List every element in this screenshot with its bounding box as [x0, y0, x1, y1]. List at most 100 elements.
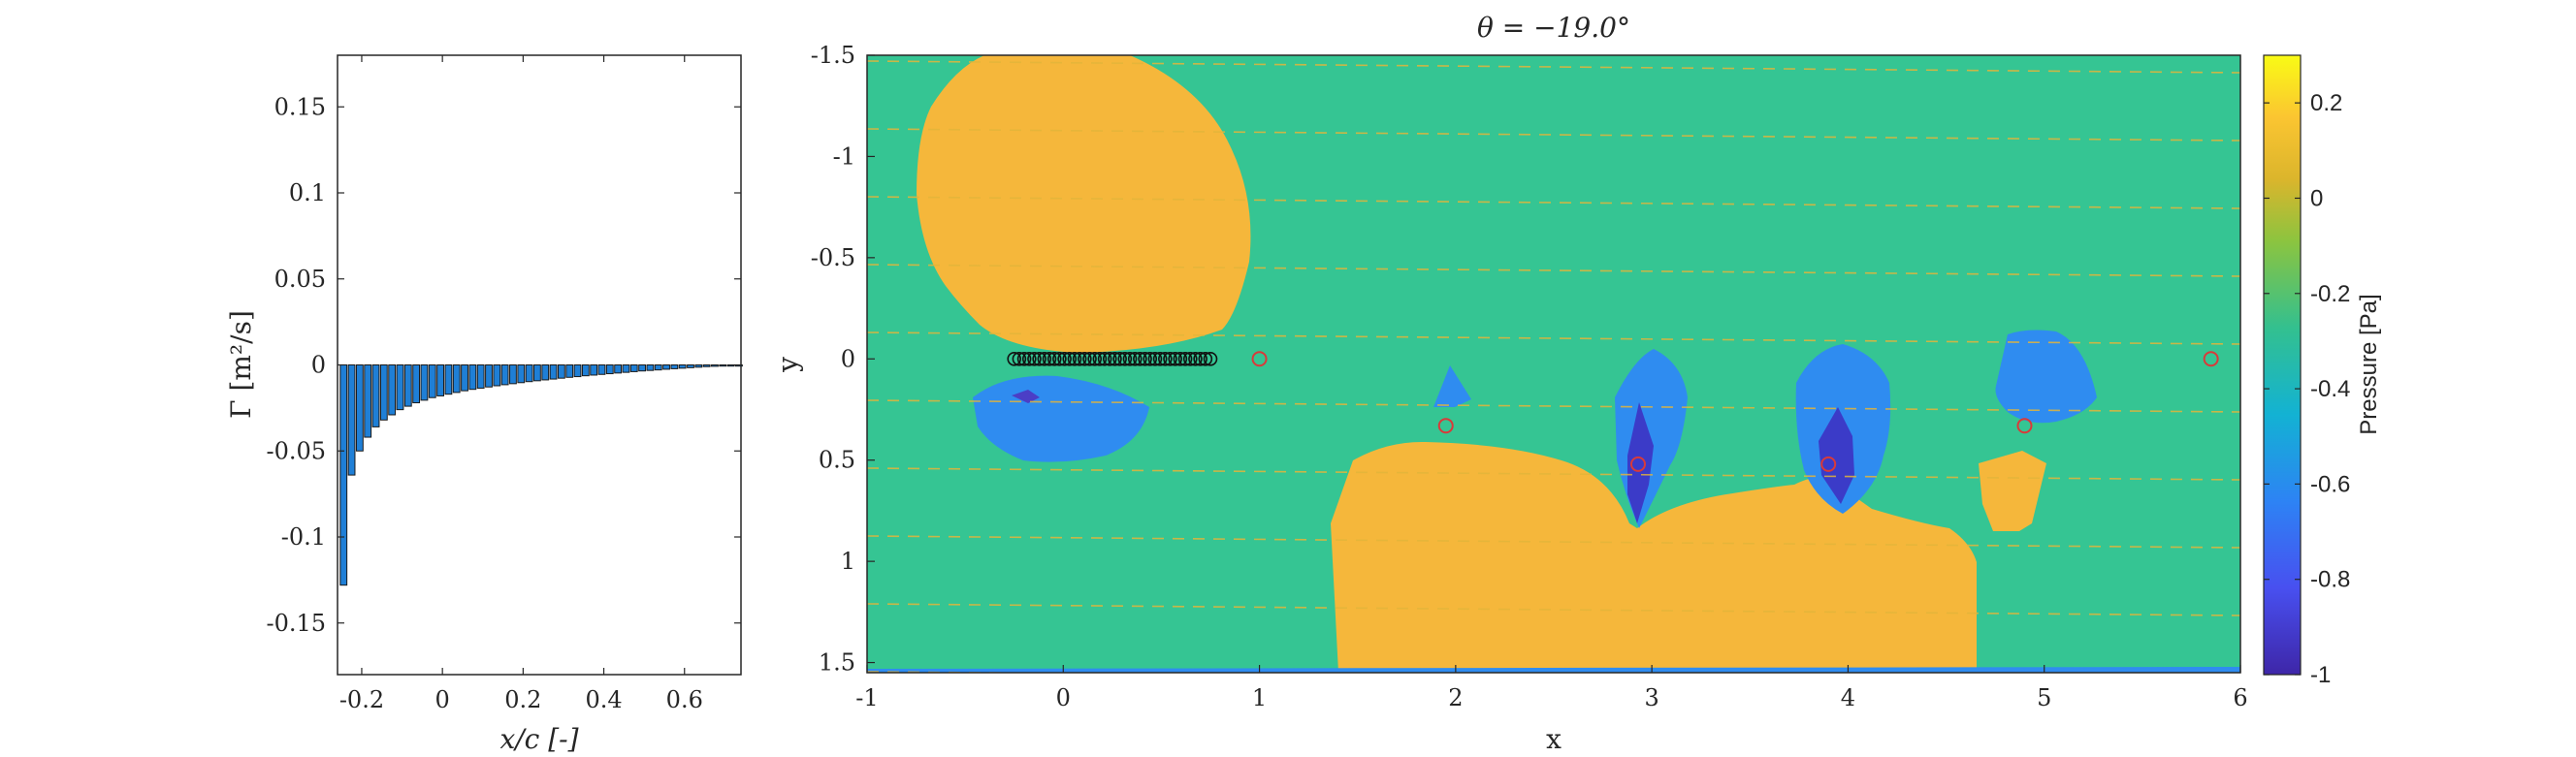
bar: [726, 364, 735, 367]
panel-marker: [1042, 351, 1057, 366]
velocity-streak: [867, 60, 2240, 74]
bar: [428, 364, 436, 398]
bar-chart-x-ticks: -0.2 0 0.2 0.4 0.6: [339, 55, 703, 713]
panel-marker: [1138, 351, 1152, 366]
panel-marker: [1067, 351, 1082, 366]
bar: [557, 364, 565, 379]
deep-negative-region-1: [1627, 402, 1654, 523]
colorbar-tick-label: -0.4: [2310, 376, 2350, 402]
positive-region-lower: [1331, 441, 1977, 673]
panel-marker: [1163, 351, 1177, 366]
panel-marker: [1133, 351, 1147, 366]
deep-negative-region-2: [1819, 407, 1854, 504]
bar: [461, 364, 468, 392]
bar: [444, 364, 453, 395]
panel-marker: [1143, 351, 1158, 366]
colorbar-ticks: 0.2 0 -0.2 -0.4 -0.6 -0.8 -1: [2264, 90, 2350, 688]
x-tick-label: 4: [1841, 684, 1855, 711]
y-tick-label: -0.5: [811, 244, 855, 271]
bar: [622, 364, 630, 373]
negative-region-5: [1995, 330, 2097, 424]
panel-marker: [1168, 351, 1182, 366]
y-tick-label: -0.05: [266, 437, 326, 464]
panel-marker: [1032, 351, 1046, 366]
bar: [694, 364, 703, 368]
y-tick-label: 1.5: [819, 649, 855, 677]
contour-ylabel: y: [772, 357, 804, 373]
velocity-streak: [867, 535, 2240, 549]
x-tick-label: 0.2: [504, 686, 541, 713]
bar: [339, 364, 348, 586]
y-tick-label: -0.15: [266, 610, 326, 637]
panel-marker: [1102, 351, 1117, 366]
contour-y-ticks: -1.5 -1 -0.5 0 0.5 1 1.5: [811, 42, 875, 677]
x-tick-label: 0: [1056, 684, 1071, 711]
x-tick-label: 0: [435, 686, 450, 713]
bar: [509, 364, 517, 385]
bar: [549, 364, 558, 380]
y-tick-label: 0: [311, 352, 326, 379]
panel-marker: [1087, 351, 1103, 366]
bar: [687, 364, 694, 368]
y-tick-label: 0.5: [819, 447, 855, 474]
contour-axes-box: [866, 54, 2241, 674]
bar: [678, 364, 687, 369]
bar-chart-ylabel: Γ [m²/s]: [225, 310, 257, 419]
panel-marker: [1127, 351, 1143, 366]
panel-marker: [1052, 351, 1067, 366]
vortex-marker: [1251, 351, 1268, 367]
velocity-streak: [867, 331, 2240, 345]
panel-marker: [1152, 351, 1168, 366]
bar-chart-y-ticks: -0.15 -0.1 -0.05 0 0.05 0.1 0.15: [266, 93, 741, 637]
panel-marker: [1082, 351, 1097, 366]
vortex-marker: [1820, 456, 1837, 472]
panel-marker: [1021, 351, 1037, 366]
vortex-marker: [1629, 456, 1646, 472]
bar: [670, 364, 679, 369]
x-tick-label: 2: [1448, 684, 1463, 711]
negative-streak-lower: [867, 667, 2240, 673]
bar: [517, 364, 526, 384]
bar: [485, 364, 493, 388]
bar: [420, 364, 429, 401]
contour-title: θ = −19.0°: [1477, 12, 1630, 44]
velocity-streak: [867, 467, 2240, 481]
panel-marker: [1177, 351, 1193, 366]
deep-negative-region-3: [1012, 390, 1040, 403]
panel-marker: [1062, 351, 1078, 366]
panel-marker: [1182, 351, 1198, 366]
panel-marker: [1112, 351, 1127, 366]
panel-marker: [1108, 351, 1122, 366]
panel-marker: [1072, 351, 1087, 366]
panel-marker: [1012, 351, 1027, 366]
panel-marker: [1122, 351, 1138, 366]
panel-marker: [1016, 351, 1032, 366]
bar: [711, 364, 719, 367]
bar: [347, 364, 356, 476]
y-tick-label: -1.5: [811, 42, 855, 69]
colorbar-gradient: [2263, 54, 2302, 676]
panel-marker: [1092, 351, 1108, 366]
x-tick-label: 3: [1645, 684, 1659, 711]
panel-marker: [1193, 351, 1208, 366]
velocity-streak: [867, 399, 2240, 413]
colorbar: 0.2 0 -0.2 -0.4 -0.6 -0.8 -1 Pressure [Pa]: [2263, 54, 2382, 688]
negative-region-2: [1433, 365, 1471, 407]
bar: [565, 364, 574, 378]
colorbar-tick-label: 0: [2310, 185, 2323, 211]
airfoil-panel-markers: [1007, 351, 1218, 366]
vortex-marker: [2016, 418, 2033, 434]
x-tick-label: -1: [855, 684, 878, 711]
bar: [500, 364, 509, 386]
bar: [493, 364, 501, 387]
velocity-streak: [867, 128, 2240, 142]
positive-region-small: [1979, 451, 2046, 531]
x-tick-label: 1: [1252, 684, 1267, 711]
colorbar-tick-label: -0.2: [2310, 281, 2350, 307]
bar: [638, 364, 646, 372]
velocity-streak: [867, 603, 2240, 616]
x-tick-label: 6: [2233, 684, 2247, 711]
panel-marker: [1097, 351, 1112, 366]
vortex-markers: [1251, 351, 2219, 472]
bar: [355, 364, 364, 452]
